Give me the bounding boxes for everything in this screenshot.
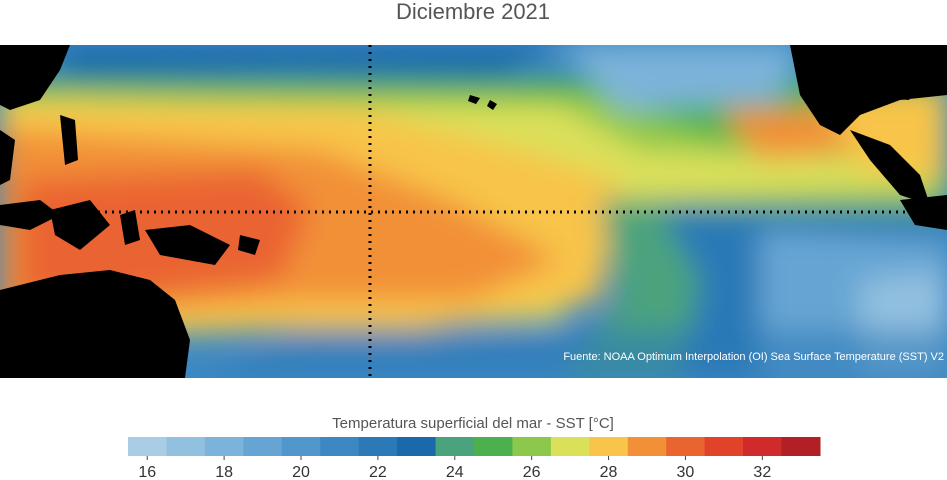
color-bin xyxy=(512,437,552,456)
sst-map xyxy=(0,45,947,378)
tick-label: 28 xyxy=(600,464,618,480)
colorbar: 16 18 20 22 24 26 28 30 32 xyxy=(128,437,821,480)
color-bin xyxy=(435,437,475,456)
tick-label: 20 xyxy=(292,464,310,480)
color-bin xyxy=(743,437,783,456)
color-bin xyxy=(666,437,706,456)
tick-label: 16 xyxy=(138,464,156,480)
tick-label: 18 xyxy=(215,464,233,480)
colorbar-title: Temperatura superficial del mar - SST [°… xyxy=(332,415,614,432)
tick-label: 30 xyxy=(677,464,695,480)
tick-label: 22 xyxy=(369,464,387,480)
color-bin xyxy=(204,437,244,456)
color-bin xyxy=(781,437,821,456)
tick-label: 26 xyxy=(523,464,541,480)
tick-label: 24 xyxy=(446,464,464,480)
title: Diciembre 2021 xyxy=(396,0,550,24)
color-bin xyxy=(166,437,206,456)
color-bin xyxy=(243,437,283,456)
color-bin xyxy=(474,437,513,456)
color-bin xyxy=(320,437,360,456)
color-bin xyxy=(358,437,398,456)
tick-label: 32 xyxy=(753,464,771,480)
color-bin xyxy=(397,437,437,456)
color-bin xyxy=(627,437,667,456)
source-note: Fuente: NOAA Optimum Interpolation (OI) … xyxy=(563,351,944,363)
color-bin xyxy=(281,437,321,456)
color-bin xyxy=(128,437,167,456)
color-bin xyxy=(704,437,744,456)
color-bin xyxy=(589,437,629,456)
color-bin xyxy=(550,437,590,456)
